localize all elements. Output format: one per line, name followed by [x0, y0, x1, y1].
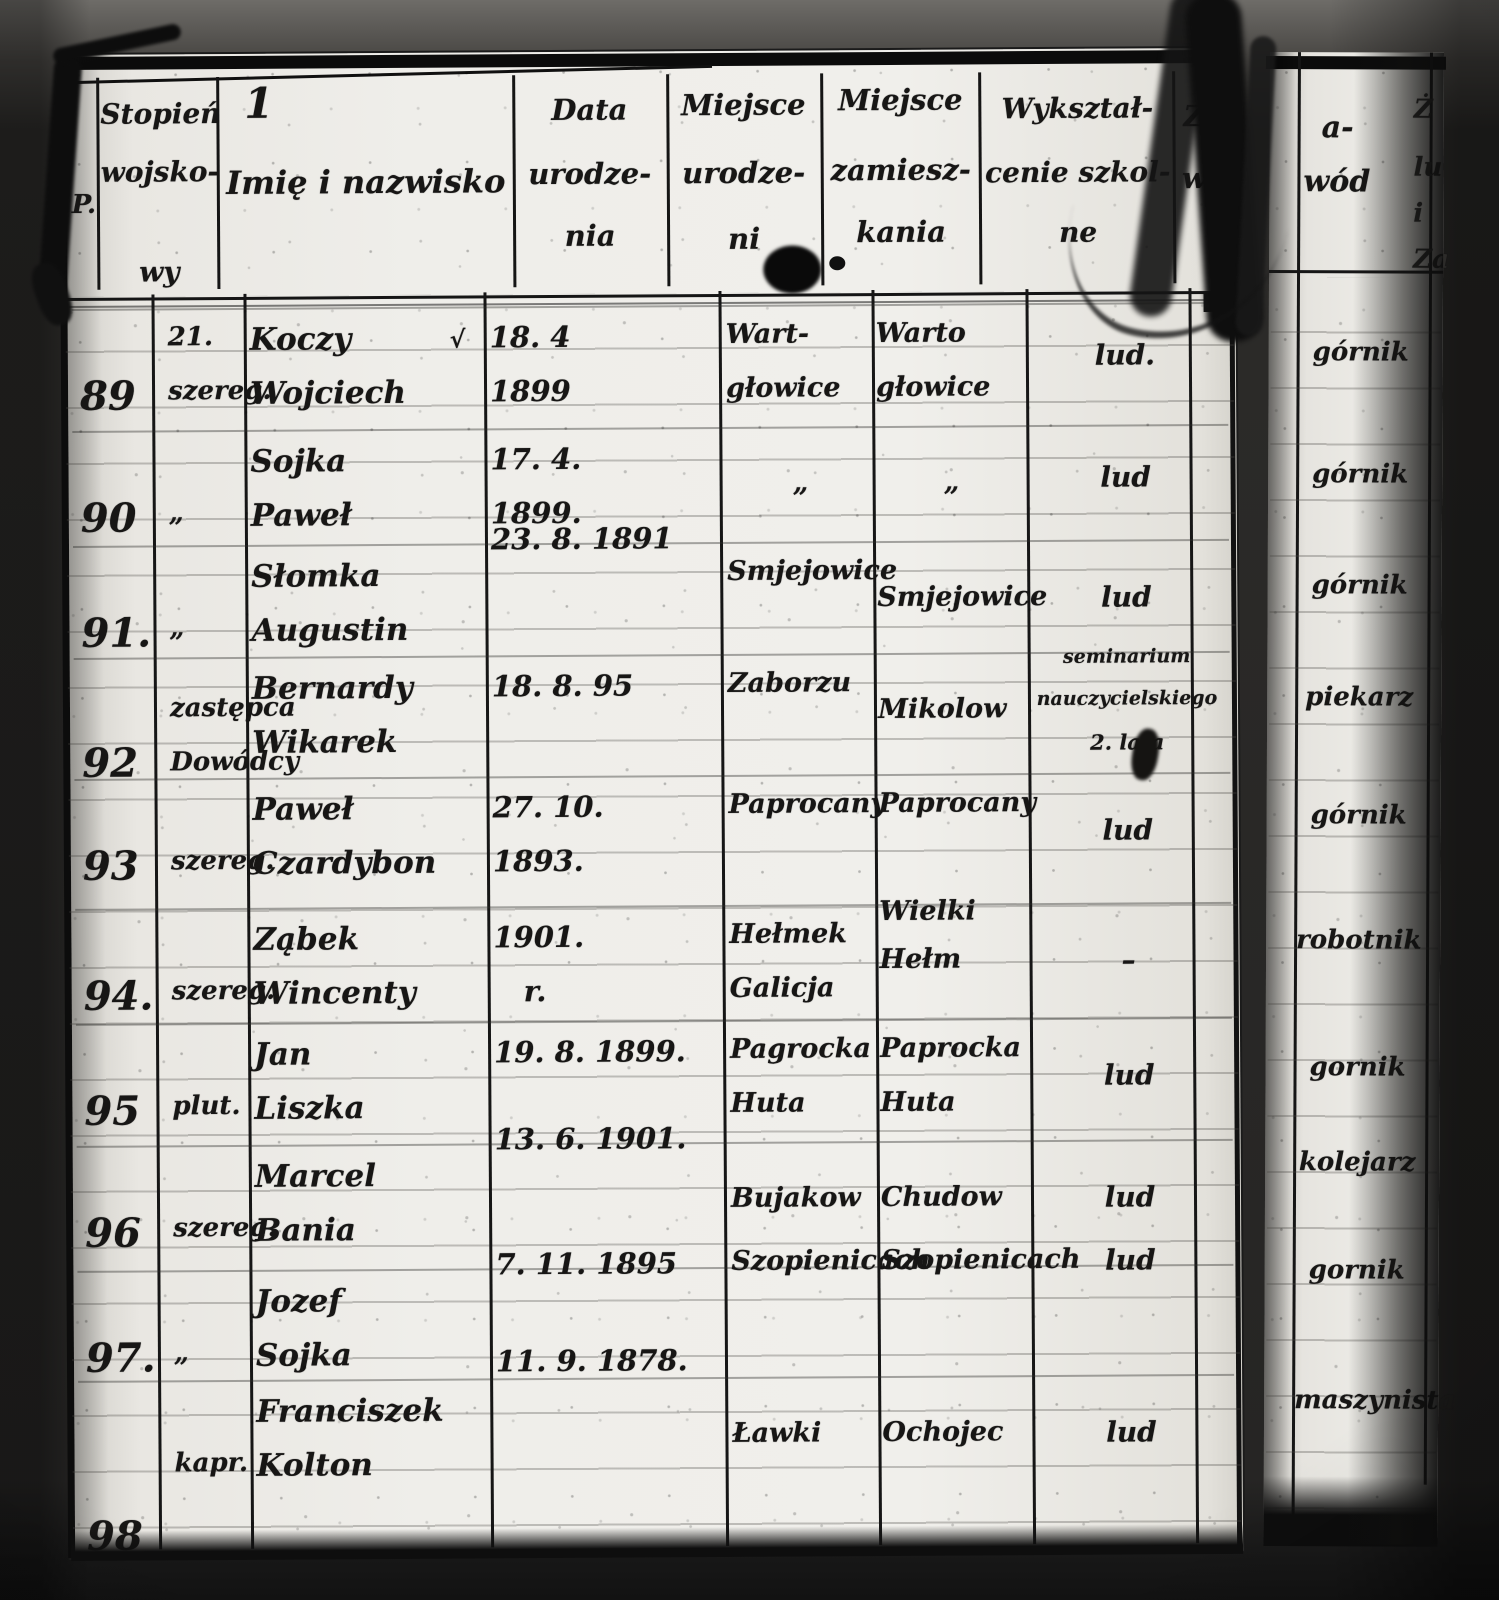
profession: kolejarz — [1298, 1147, 1416, 1178]
row-number: 90 — [80, 494, 137, 542]
binding-shadow — [1263, 52, 1296, 1545]
birthplace: Pagrocka Huta — [729, 1033, 872, 1119]
education: lud — [1104, 1243, 1156, 1277]
profession: maszynista — [1294, 1385, 1456, 1416]
header-col-rank: Stopień wojsko- wy — [100, 97, 221, 289]
header-col-birthplace: Miejsce urodze- ni — [680, 87, 806, 256]
profession: górnik — [1311, 570, 1408, 601]
header-col-damaged: Za wa — [1181, 98, 1226, 196]
name: Paweł Czardybon — [252, 791, 437, 882]
birth-date: 1901. r. — [493, 919, 585, 1009]
birthplace: Wart-głowice — [725, 318, 841, 404]
birthplace: „ — [792, 467, 809, 499]
residence: Paprocka Huta — [879, 1032, 1022, 1119]
birth-date: 27. 10. 1893. — [492, 789, 604, 879]
row-number: 94. — [83, 972, 154, 1020]
residence: Warto głowice — [875, 317, 991, 404]
header-col-residence: Miejsce zamiesz- kania — [830, 82, 971, 250]
row-number: 89 — [79, 372, 136, 420]
edge-text-fragment: i — [1413, 198, 1424, 229]
name: Jan Liszka — [254, 1036, 365, 1127]
name: Koczy √ Wojciech — [249, 321, 466, 412]
row-number: 95 — [84, 1087, 141, 1135]
residence: Szopienicach — [881, 1243, 1081, 1277]
profession: piekarz — [1305, 682, 1414, 713]
residence: Wielki Hełm — [879, 895, 976, 976]
page-bottom-shadow — [1263, 1475, 1438, 1547]
birthplace: Hełmek Galicja — [729, 918, 848, 1004]
name: Ząbek Wincenty — [253, 921, 416, 1012]
education: – — [1121, 943, 1136, 977]
birth-date: 18. 4 1899 — [489, 319, 571, 409]
birth-date: 23. 8. 1891 — [490, 521, 673, 557]
profession: robotnik — [1296, 925, 1422, 956]
edge-text-fragment: Ż — [1413, 94, 1433, 125]
birthplace: Szopienicach — [731, 1244, 931, 1277]
profession: górnik — [1310, 800, 1407, 831]
header-col-name: 1 Imię i nazwisko — [226, 78, 506, 202]
profession: górnik — [1312, 459, 1409, 490]
register-right-page-edge: a- wód Ż lu i Za górnik górnik górnik pi… — [1263, 52, 1456, 1547]
name: Marcel Bania — [254, 1158, 377, 1249]
table-header: P. Stopień wojsko- wy 1 Imię i nazwisko … — [62, 63, 1236, 308]
header-col-education: Wykształ- cenie szkol- ne — [984, 91, 1171, 249]
profession: gornik — [1308, 1255, 1405, 1286]
edge-text-fragment: lu — [1413, 152, 1443, 183]
row-number: 97. — [85, 1334, 156, 1382]
name: Słomka Augustin — [251, 558, 409, 649]
row-number: 91. — [81, 609, 152, 657]
table-row: 94. szereg. Ząbek Wincenty 1901. r. Hełmek… — [67, 895, 1240, 1045]
residence: „ — [943, 466, 960, 498]
name: Sojka Paweł — [250, 443, 352, 534]
edge-text-fragment: Za — [1413, 244, 1449, 275]
education: lud — [1103, 1058, 1155, 1092]
residence: Paprocany — [878, 787, 1037, 820]
profession: gornik — [1309, 1052, 1406, 1083]
name: Jozef Sojka — [255, 1283, 352, 1374]
header-col-date: Data urodze- nia — [528, 92, 652, 253]
profession: górnik — [1312, 337, 1409, 368]
row-number: 93 — [82, 842, 139, 890]
row-number: 96 — [85, 1209, 142, 1257]
residence: Smjejowice — [877, 580, 1048, 614]
register-left-page: P. Stopień wojsko- wy 1 Imię i nazwisko … — [58, 47, 1244, 1561]
table-row: 93 szereg. Paweł Czardybon 27. 10. 1893. P… — [67, 786, 1240, 915]
education: lud — [1102, 813, 1154, 847]
education: lud. — [1094, 338, 1156, 372]
header-col-name-index: 1 — [244, 78, 274, 128]
birthplace: Paprocany — [728, 787, 887, 820]
header-col-profession: a- — [1321, 110, 1354, 146]
check-mark: √ — [449, 324, 466, 354]
education: lud — [1100, 460, 1151, 494]
birthplace: Smjejowice — [727, 554, 898, 587]
